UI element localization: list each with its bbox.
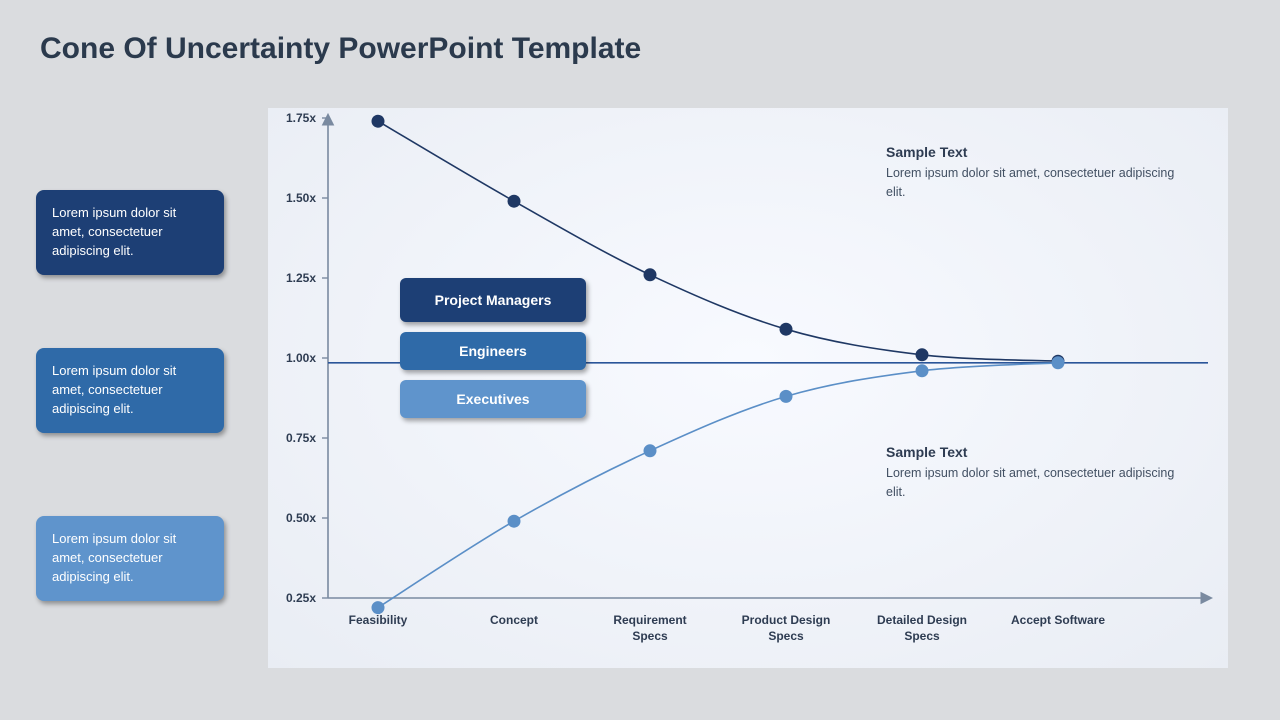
side-callout-0: Lorem ipsum dolor sit amet, consectetuer… — [36, 190, 224, 275]
annotation-0: Sample Text Lorem ipsum dolor sit amet, c… — [886, 144, 1186, 202]
x-tick-label: Product Design Specs — [731, 612, 841, 644]
page-title: Cone Of Uncertainty PowerPoint Template — [40, 32, 641, 66]
annotation-1: Sample Text Lorem ipsum dolor sit amet, c… — [886, 444, 1186, 502]
side-callout-2: Lorem ipsum dolor sit amet, consectetuer… — [36, 516, 224, 601]
y-tick-label: 1.50x — [270, 191, 320, 205]
cone-chart: 0.25x 0.50x 0.75x 1.00x 1.25x 1.50x 1.75x Feas… — [268, 108, 1228, 668]
annotation-title: Sample Text — [886, 144, 1186, 160]
x-tick-label: Feasibility — [323, 612, 433, 628]
x-tick-label: Accept Software — [1003, 612, 1113, 628]
legend-item-2: Executives — [400, 380, 586, 418]
annotation-body: Lorem ipsum dolor sit amet, consectetuer… — [886, 464, 1186, 502]
annotation-body: Lorem ipsum dolor sit amet, consectetuer… — [886, 164, 1186, 202]
y-tick-label: 0.25x — [270, 591, 320, 605]
side-callout-1: Lorem ipsum dolor sit amet, consectetuer… — [36, 348, 224, 433]
y-tick-label: 1.25x — [270, 271, 320, 285]
x-tick-label: Requirement Specs — [595, 612, 705, 644]
annotation-title: Sample Text — [886, 444, 1186, 460]
legend-item-0: Project Managers — [400, 278, 586, 322]
x-tick-label: Detailed Design Specs — [867, 612, 977, 644]
y-tick-label: 0.75x — [270, 431, 320, 445]
y-tick-label: 1.00x — [270, 351, 320, 365]
y-tick-label: 1.75x — [270, 111, 320, 125]
y-tick-label: 0.50x — [270, 511, 320, 525]
legend-item-1: Engineers — [400, 332, 586, 370]
x-tick-label: Concept — [459, 612, 569, 628]
